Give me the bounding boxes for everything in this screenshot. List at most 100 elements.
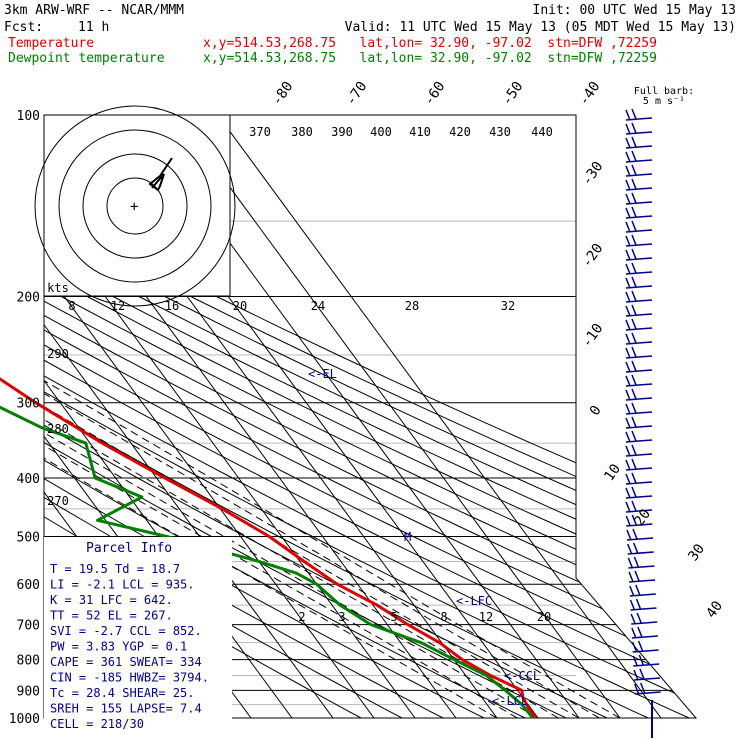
hodograph-ring	[106, 177, 164, 235]
isotherm-label: 20	[631, 506, 654, 529]
dry-adiabat	[44, 115, 696, 718]
dry-adiabat	[44, 115, 696, 718]
level-marker: <-LCL	[492, 694, 528, 708]
forecast-label: Fcst:	[4, 20, 43, 35]
isotherm-label: 10	[601, 461, 624, 484]
isotherm-label: -40	[576, 79, 604, 109]
init-time: Init: 00 UTC Wed 15 May 13	[533, 3, 737, 18]
profile-lines	[0, 377, 538, 719]
hodograph-ring	[58, 129, 212, 283]
pressure-label-100: 100	[17, 109, 40, 124]
parcel-row: PW = 3.83 YGP = 0.1	[50, 640, 187, 654]
parcel-row: SREH = 155 LAPSE= 7.4	[50, 702, 202, 716]
pressure-label-600: 600	[17, 578, 40, 593]
moist-adiabat	[44, 354, 621, 718]
theta-label: 440	[531, 125, 553, 139]
legend-dewpoint: Dewpoint temperature	[8, 51, 165, 66]
isotherm	[44, 115, 334, 718]
dry-adiabat	[44, 115, 696, 718]
pressure-label-400: 400	[17, 472, 40, 487]
level-marker-m: M	[404, 530, 411, 544]
pressure-label-500: 500	[17, 530, 40, 545]
hodograph-speed-label: 8	[68, 299, 75, 313]
dry-adiabat	[44, 115, 696, 718]
hodograph-speed-label: 32	[501, 299, 515, 313]
parcel-row: CELL = 218/30	[50, 717, 144, 731]
isotherm	[217, 115, 662, 718]
mixing-ratio-label: 3	[338, 610, 345, 624]
isotherm-label: -10	[579, 321, 607, 351]
moist-adiabat	[44, 354, 539, 718]
moist-adiabat	[44, 354, 498, 718]
legend-temperature-info: x,y=514.53,268.75 lat,lon= 32.90, -97.02…	[203, 36, 657, 51]
pressure-label-800: 800	[17, 654, 40, 669]
dry-adiabat	[44, 115, 690, 718]
parcel-row: TT = 52 EL = 267.	[50, 609, 173, 623]
isotherm-label: 40	[703, 598, 726, 621]
hodograph-trace	[148, 157, 173, 192]
lower-theta-label: 280	[47, 422, 69, 436]
hodograph-ring	[34, 105, 236, 307]
mixing-ratio-label: 2	[298, 610, 305, 624]
isotherm-label: -70	[343, 79, 371, 109]
theta-label: 380	[291, 125, 313, 139]
pressure-label-900: 900	[17, 684, 40, 699]
isotherm-label: -60	[421, 79, 449, 109]
mixing-ratio-label: 20	[537, 610, 551, 624]
level-marker: <-LFC	[456, 594, 492, 608]
isotherm-label: -50	[499, 79, 527, 109]
pressure-label-700: 700	[17, 619, 40, 634]
parcel-rows: T = 19.5 Td = 18.7 LI = -2.1 LCL = 935.K …	[50, 562, 209, 731]
hodograph-ring	[82, 153, 188, 259]
barb-title-2: 5 m s⁻¹	[643, 96, 685, 107]
dry-adiabat	[44, 115, 696, 718]
parcel-row: SVI = -2.7 CCL = 852.	[50, 624, 202, 638]
dewpoint-line	[0, 405, 534, 719]
legend-temperature: Temperature	[8, 36, 94, 51]
hodograph-box	[43, 114, 231, 297]
forecast-hour: 11 h	[78, 20, 109, 35]
lower-theta-label: 290	[47, 347, 69, 361]
dry-adiabat	[44, 115, 608, 718]
isotherm-label: -80	[269, 79, 297, 109]
hodograph-speed-label: 24	[311, 299, 325, 313]
isotherm	[176, 115, 621, 718]
valid-time: Valid: 11 UTC Wed 15 May 13 (05 MDT Wed …	[345, 20, 736, 35]
isotherm	[44, 115, 375, 718]
dry-adiabat	[44, 115, 696, 718]
level-marker: <-EL	[308, 367, 337, 381]
theta-label: 370	[249, 125, 271, 139]
parcel-row: K = 31 LFC = 642.	[50, 593, 173, 607]
hodograph-speed-label: kts	[47, 281, 69, 295]
isotherm-label: -30	[579, 159, 607, 189]
hodograph-origin: +	[130, 199, 138, 215]
hodograph-speed-label: 16	[165, 299, 179, 313]
parcel-row: LI = -2.1 LCL = 935.	[50, 578, 195, 592]
level-marker: <-CCL	[504, 669, 540, 683]
isotherm-label: -20	[579, 241, 607, 271]
moist-adiabat	[44, 354, 518, 718]
parcel-info-box: Parcel Info T = 19.5 Td = 18.7 LI = -2.1 …	[44, 537, 232, 731]
legend-dewpoint-info: x,y=514.53,268.75 lat,lon= 32.90, -97.02…	[203, 51, 657, 66]
theta-label: 420	[449, 125, 471, 139]
theta-label: 400	[370, 125, 392, 139]
dry-adiabat	[44, 115, 696, 718]
lower-theta-label: 270	[47, 494, 69, 508]
parcel-row: CIN = -185 HWBZ= 3794.	[50, 671, 209, 685]
theta-label: 390	[331, 125, 353, 139]
mixing-ratio-label: 8	[440, 610, 447, 624]
isotherm-label: 0	[587, 403, 605, 419]
parcel-title: Parcel Info	[86, 541, 172, 556]
pressure-label-1000: 1000	[9, 712, 40, 727]
theta-label: 410	[409, 125, 431, 139]
parcel-row: CAPE = 361 SWEAT= 334	[50, 655, 202, 669]
parcel-row: Tc = 28.4 SHEAR= 25.	[50, 686, 195, 700]
mixing-ratio-label: 12	[479, 610, 493, 624]
theta-label: 430	[489, 125, 511, 139]
barb-title-1: Full barb:	[634, 86, 694, 97]
parcel-row: T = 19.5 Td = 18.7	[50, 562, 180, 576]
wind-barbs	[625, 108, 661, 738]
hodograph-speed-label: 28	[405, 299, 419, 313]
pressure-label-200: 200	[17, 291, 40, 306]
